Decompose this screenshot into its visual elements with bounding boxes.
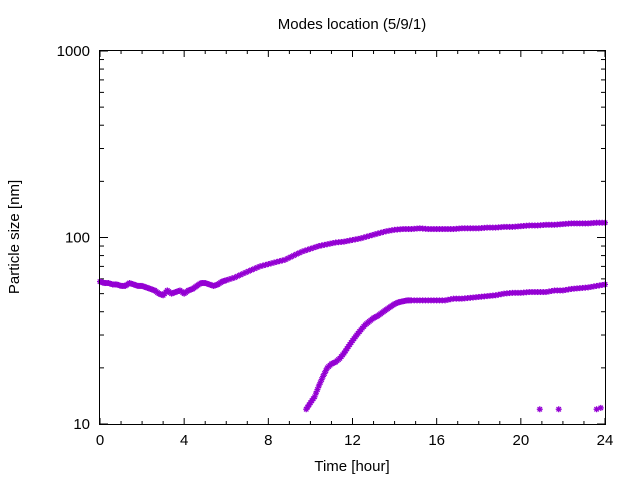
x-tick-label: 0 (96, 432, 104, 449)
y-tick-label: 10 (73, 416, 90, 433)
x-tick-label: 12 (344, 432, 361, 449)
x-tick-label: 24 (597, 432, 614, 449)
x-tick-label: 16 (428, 432, 445, 449)
chart-title: Modes location (5/9/1) (278, 16, 426, 33)
data-point (237, 271, 244, 278)
data-point (536, 406, 543, 413)
x-tick-label: 8 (264, 432, 272, 449)
plot-frame (99, 50, 606, 425)
data-point (555, 406, 562, 413)
x-axis-title: Time [hour] (314, 458, 389, 475)
data-points (97, 219, 608, 413)
y-axis-title: Particle size [nm] (6, 180, 23, 294)
y-tick-label: 100 (65, 230, 90, 247)
data-point (597, 404, 604, 411)
x-tick-label: 20 (512, 432, 529, 449)
x-tick-label: 4 (180, 432, 188, 449)
axes: 0 4 8 12 16 20 24 10 100 1000 (57, 43, 614, 449)
data-point (301, 247, 308, 254)
y-tick-label: 1000 (57, 43, 90, 60)
